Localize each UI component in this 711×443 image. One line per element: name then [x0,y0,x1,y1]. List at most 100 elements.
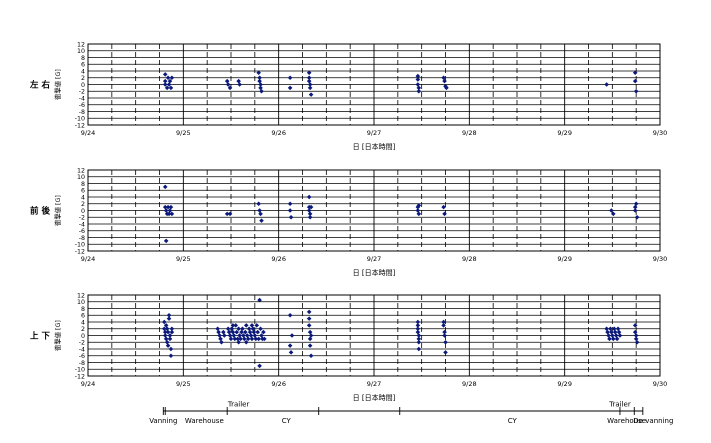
phase-label-above: Trailer [227,401,250,409]
x-tick-label: 9/30 [653,129,668,137]
y-tick-label: -2 [79,215,85,222]
phase-label: CY [282,417,292,425]
row-label: 前 後 [30,206,50,217]
data-point [633,201,639,207]
data-point [416,88,422,94]
data-point [616,329,622,335]
data-point [258,85,263,91]
data-point [287,75,293,81]
data-point [231,333,237,338]
data-point [306,194,312,200]
data-point [167,208,173,213]
data-point [228,336,234,342]
y-tick-label: 10 [77,48,85,55]
y-tick-label: -8 [79,109,85,116]
x-tick-label: 9/30 [653,380,668,388]
data-point [416,339,422,345]
y-tick-label: -8 [79,360,85,367]
y-tick-label: -10 [75,116,85,123]
y-tick-label: 0 [81,208,85,215]
y-tick-label: 2 [81,326,85,333]
data-point [237,82,242,87]
data-point [307,329,313,335]
data-point [235,336,240,342]
data-point [258,211,263,217]
data-point [166,312,172,318]
data-point [169,211,175,217]
data-point [168,85,174,91]
data-point [167,78,173,84]
data-point [609,329,614,335]
data-point [307,214,313,220]
data-point [610,336,616,342]
y-tick-label: 12 [77,292,85,299]
data-point [416,336,422,342]
data-point [166,82,172,87]
data-point [306,70,312,75]
data-point [416,333,422,338]
data-point [606,333,611,338]
data-point [415,323,421,328]
x-tick-label: 9/28 [462,380,477,388]
data-point [162,78,168,84]
data-point [217,333,222,338]
data-point [258,326,263,332]
phase-label-above: Trailer [608,401,631,409]
y-tick-label: 8 [81,55,85,62]
data-point [252,333,258,338]
data-point [633,333,639,338]
data-point [416,346,422,352]
data-point [610,211,616,217]
x-axis-title: 日 [日本時間] [353,268,396,277]
data-point [162,184,168,190]
y-tick-label: 10 [77,174,85,181]
data-point [230,329,236,335]
data-point [242,336,247,342]
data-point [167,336,173,342]
data-point [416,211,422,217]
data-point [241,333,246,338]
data-point [614,336,620,342]
data-point [442,333,447,338]
data-point [608,326,613,332]
data-point [415,82,421,87]
data-point [232,336,238,342]
y-tick-label: 10 [77,299,85,306]
data-points [162,70,639,97]
data-point [168,353,174,359]
data-point [161,319,167,325]
phase-label: De-vanning [633,417,673,425]
data-point [287,343,293,348]
data-point [287,201,293,207]
data-point [227,85,233,91]
x-tick-label: 9/29 [557,380,572,388]
data-point [234,329,240,335]
y-tick-label: -2 [79,340,85,347]
data-point [632,329,638,335]
data-point [219,339,224,345]
data-point [288,350,294,355]
y-tick-label: -2 [79,89,85,96]
data-point [262,336,267,342]
data-point [168,346,174,352]
x-axis-title: 日 [日本時間] [353,142,396,151]
data-point [243,339,249,345]
data-point [227,211,233,217]
data-point [169,326,175,332]
phase-label: Warehouse [185,417,224,425]
data-point [632,78,638,84]
y-axis-title: 衝撃値 [G] [53,69,62,100]
data-point [633,88,639,94]
data-point [257,208,262,213]
y-tick-label: -10 [75,242,85,249]
x-tick-label: 9/27 [367,380,382,388]
y-tick-label: -8 [79,235,85,242]
data-point [634,339,640,345]
data-point [441,319,446,325]
data-point [237,333,242,338]
data-point [243,329,248,335]
data-point [287,208,293,213]
x-axis-title: 日 [日本時間] [353,393,396,402]
